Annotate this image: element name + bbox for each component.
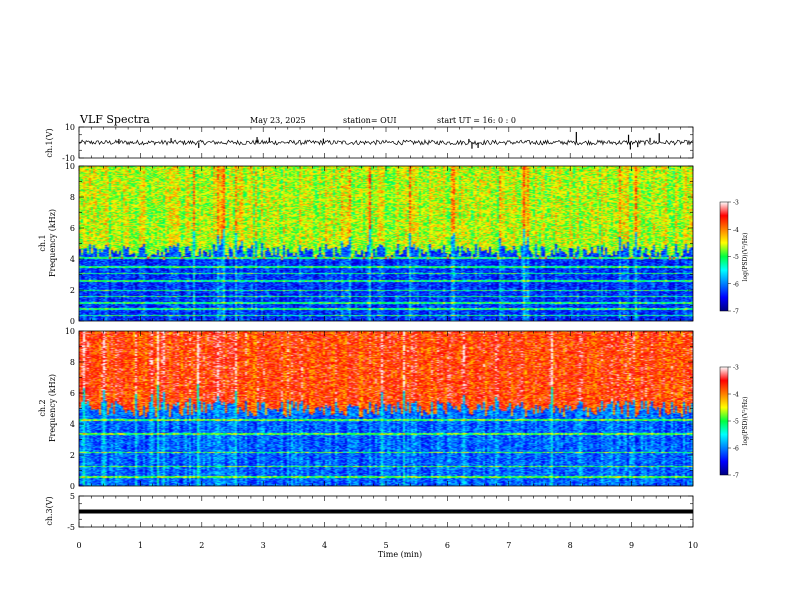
ch1-waveform-trace [78,131,694,150]
start-time-label: start UT = 16: 0 : 0 [437,116,516,125]
y-tick-label: -5 [67,523,75,532]
station-label: station= OUI [343,116,397,125]
y-tick-label: -10 [62,154,75,163]
y-tick-label: 0 [70,482,75,491]
colorbar-tick-label: -3 [733,200,739,207]
y-tick-label: 2 [70,451,75,460]
ch1-noise-trace [78,139,694,147]
ch1-spectrogram-ylabel: Frequency (kHz) [48,209,57,277]
y-tick-label: 8 [70,358,75,367]
x-axis-title: Time (min) [378,550,422,559]
colorbar-tick-label: -4 [733,392,739,399]
y-tick-label: 5 [70,492,75,501]
colorbar-tick-label: -3 [733,365,739,372]
y-tick-label: 6 [70,389,75,398]
x-tick-label: 8 [568,541,573,550]
colorbar-tick-label: -5 [733,419,739,426]
ch2-spectrogram-image [79,331,693,486]
y-tick-label: 6 [70,224,75,233]
x-tick-label: 0 [76,541,81,550]
y-tick-label: 4 [70,255,75,264]
y-tick-label: 10 [65,123,75,132]
ch1-colorbar-label: log(PSD)(V²/Hz) [742,233,749,282]
date-label: May 23, 2025 [250,116,306,125]
x-tick-label: 4 [322,541,327,550]
ch2-colorbar-label: log(PSD)(V²/Hz) [742,397,749,446]
colorbar-tick-label: -7 [733,309,739,316]
y-tick-label: 4 [70,420,75,429]
x-tick-label: 10 [688,541,698,550]
x-tick-label: 2 [199,541,204,550]
ch3-waveform-ylabel: ch.3(V) [45,496,54,525]
ch2-spectrogram-ylabel-channel: ch.2 [38,399,47,416]
ch1-waveform-ylabel: ch.1(V) [45,128,54,157]
y-tick-label: 10 [65,162,75,171]
y-tick-label: 8 [70,193,75,202]
y-tick-label: 2 [70,286,75,295]
x-tick-label: 1 [138,541,143,550]
y-tick-label: 0 [70,317,75,326]
ch2-colorbar [719,366,729,476]
ch1-spectrogram-ylabel-channel: ch.1 [38,234,47,251]
ch1-colorbar [719,201,729,312]
ch2-spectrogram-ylabel: Frequency (kHz) [48,374,57,442]
colorbar-tick-label: -5 [733,254,739,261]
x-tick-label: 6 [445,541,450,550]
colorbar-tick-label: -7 [733,473,739,480]
x-tick-label: 3 [261,541,266,550]
x-tick-label: 5 [383,541,388,550]
ch1-spectrogram-image [79,166,693,321]
figure-title: VLF Spectra [79,113,150,126]
colorbar-tick-label: -6 [733,281,739,288]
x-tick-label: 7 [506,541,511,550]
colorbar-tick-label: -4 [733,227,739,234]
y-tick-label: 10 [65,327,75,336]
x-tick-label: 9 [629,541,634,550]
colorbar-tick-label: -6 [733,446,739,453]
colorbar-ticks: -3 -4 -5 -6 -7 -3 -4 -5 -6 -7 [728,200,739,480]
